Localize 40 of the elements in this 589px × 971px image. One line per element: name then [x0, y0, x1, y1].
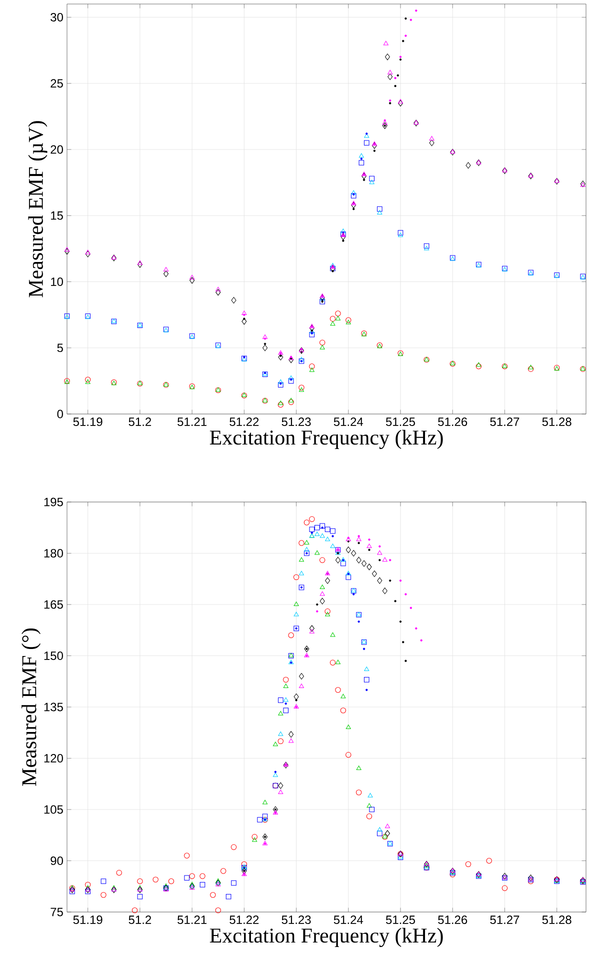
y-tick-label: 20	[50, 145, 63, 154]
y-tick-label: 195	[44, 498, 63, 506]
y-tick-label: 75	[50, 908, 63, 916]
x-tick-label: 51.2	[128, 916, 152, 924]
x-tick-label: 51.25	[386, 916, 416, 924]
x-tick-label: 51.22	[230, 916, 259, 924]
x-tick-label: 51.28	[542, 916, 572, 924]
x-tick-label: 51.27	[490, 916, 520, 924]
y-tick-label: 180	[44, 549, 63, 558]
x-tick-label: 51.25	[386, 418, 416, 426]
x-tick-label: 51.19	[73, 418, 102, 426]
y-tick-label: 5	[57, 344, 63, 352]
x-tick-label: 51.19	[73, 916, 102, 924]
x-tick-label: 51.26	[438, 418, 468, 426]
x-tick-label: 51.27	[490, 418, 520, 426]
x-tick-label: 51.22	[230, 418, 259, 426]
y-tick-label: 15	[51, 211, 63, 220]
x-tick-label: 51.23	[282, 418, 311, 426]
x-tick-label: 51.2	[128, 418, 152, 426]
x-tick-label: 51.21	[178, 418, 206, 426]
y-tick-label: 10	[51, 278, 63, 286]
y-tick-label: 120	[44, 754, 63, 762]
y-tick-label: 105	[44, 805, 63, 814]
y-axis-title: Measured EMF (µV)	[28, 121, 48, 298]
y-tick-label: 90	[50, 856, 63, 865]
y-tick-label: 25	[50, 79, 63, 88]
x-tick-label: 51.21	[178, 916, 206, 924]
x-axis-title: Excitation Frequency (kHz)	[210, 928, 443, 948]
y-tick-label: 135	[44, 702, 63, 712]
y-tick-label: 0	[57, 410, 64, 418]
y-tick-label: 150	[44, 652, 63, 660]
x-tick-label: 51.26	[438, 916, 468, 924]
x-tick-label: 51.24	[334, 418, 364, 426]
x-tick-label: 51.23	[282, 916, 311, 924]
x-axis-title: Excitation Frequency (kHz)	[210, 430, 443, 450]
y-tick-label: 30	[50, 12, 63, 22]
x-tick-label: 51.28	[542, 418, 572, 426]
y-axis-title: Measured EMF (°)	[22, 628, 41, 786]
y-tick-label: 165	[44, 600, 63, 609]
x-tick-label: 51.24	[334, 916, 364, 924]
